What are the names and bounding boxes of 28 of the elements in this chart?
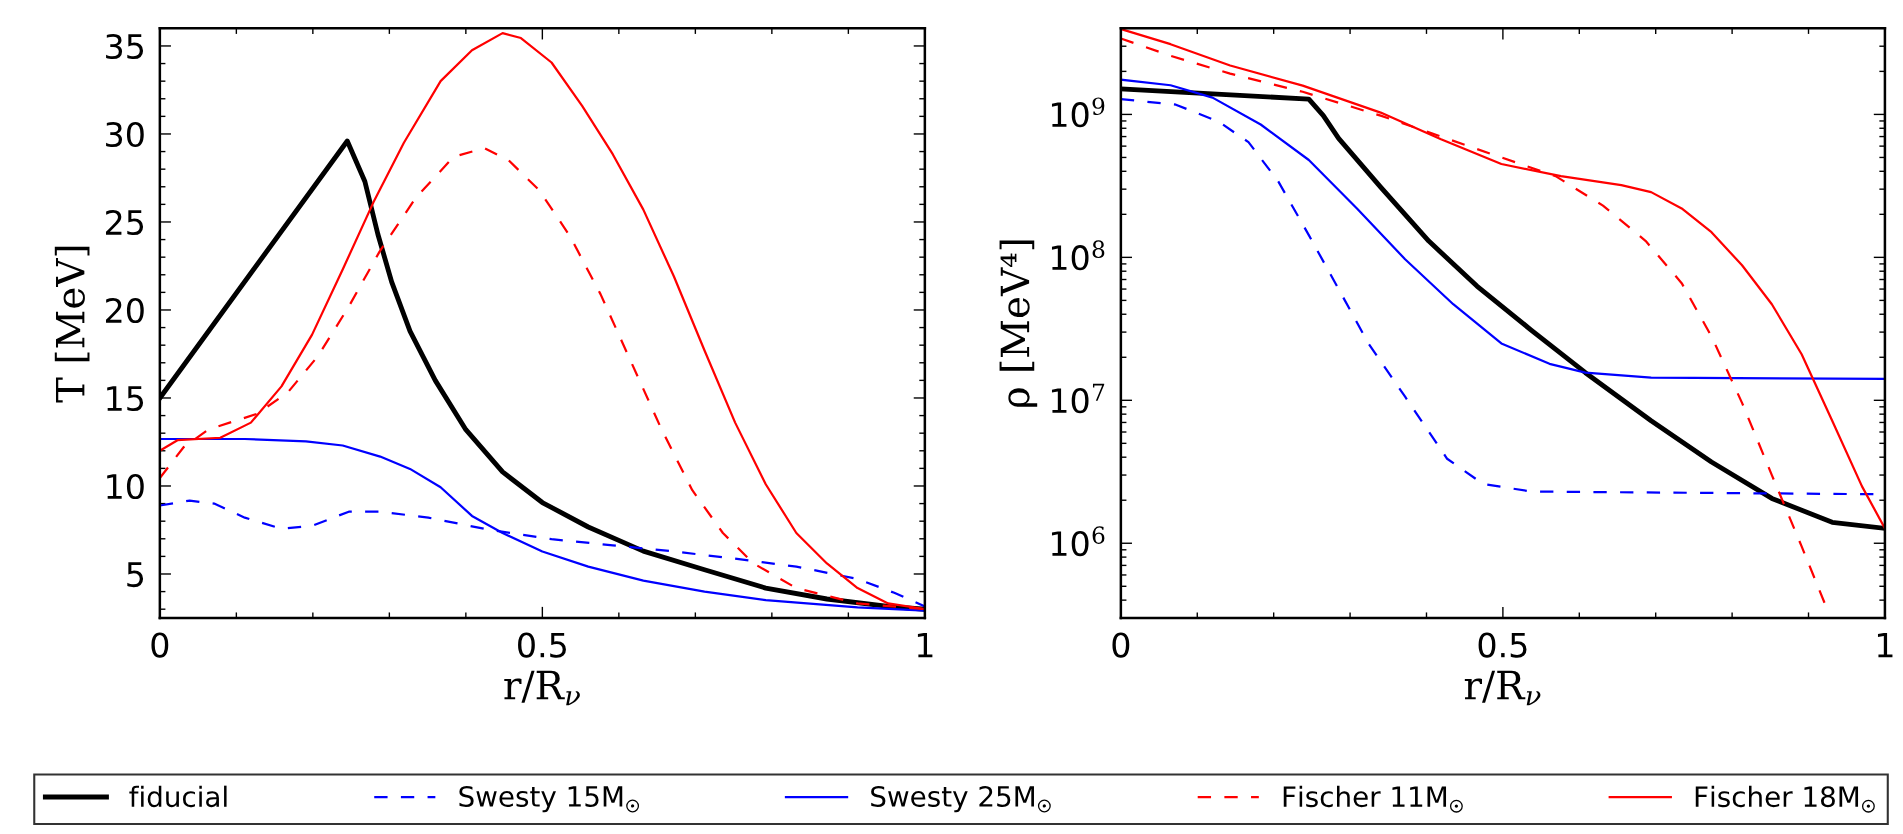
legend-label: fiducial [129, 785, 227, 808]
y-tick-label: 10$^{7}$ [1051, 383, 1105, 414]
legend-label: Swesty 25M$_{☉}$ [871, 785, 1051, 813]
x-tick-label: 1 [917, 632, 933, 658]
x-tick-label: 1 [1877, 632, 1893, 658]
line-series [159, 437, 925, 612]
y-tick-label: 10 [107, 473, 144, 500]
y-tick-label: 15 [107, 386, 144, 412]
y-tick-label: 35 [106, 33, 144, 60]
y-tick-label: 30 [106, 121, 144, 148]
x-axis-title: r/R$_{ν}$ [504, 670, 580, 706]
x-tick-label: 0 [151, 632, 169, 658]
y-tick-label: 5 [127, 562, 144, 588]
y-tick-label: 10$^{8}$ [1051, 240, 1105, 271]
legend-label: Fischer 11M$_{☉}$ [1283, 785, 1463, 813]
y-tick-label: 10$^{6}$ [1051, 526, 1105, 557]
x-tick-label: 0.5 [518, 632, 566, 658]
x-tick-label: 0 [1112, 632, 1130, 658]
y-tick-label: 20 [105, 297, 144, 324]
legend-label: Fischer 18M$_{☉}$ [1695, 785, 1875, 813]
line-series [1120, 78, 1885, 381]
y-axis-title: T [MeV] [54, 246, 90, 403]
y-axis-title: ρ [MeV⁴] [999, 240, 1038, 407]
y-tick-label: 25 [105, 209, 144, 236]
legend-label: Swesty 15M$_{☉}$ [459, 785, 640, 813]
y-tick-label: 10$^{9}$ [1051, 97, 1105, 128]
x-axis-title: r/R$_{ν}$ [1464, 670, 1541, 706]
x-tick-label: 0.5 [1478, 632, 1527, 658]
